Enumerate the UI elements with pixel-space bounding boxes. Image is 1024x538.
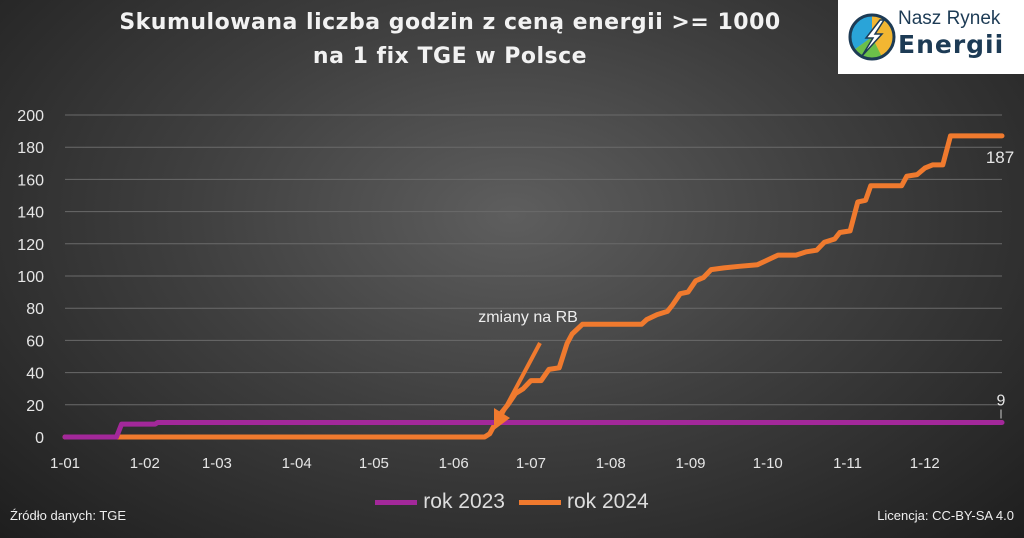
- x-tick-label: 1-05: [359, 455, 389, 472]
- annotation-arrow: [498, 342, 542, 419]
- y-tick-label: 40: [26, 366, 44, 383]
- legend-swatch: [519, 499, 561, 505]
- x-tick-label: 1-09: [676, 455, 706, 472]
- annotation-arrowhead: [494, 408, 510, 430]
- end-label-2023: 9: [997, 393, 1006, 410]
- y-tick-label: 100: [17, 269, 44, 286]
- legend: rok 2023 rok 2024: [0, 490, 1024, 514]
- source-note: Źródło danych: TGE: [10, 508, 127, 523]
- series-line-rok-2024: [62, 133, 1005, 440]
- x-tick-label: 1-12: [910, 455, 940, 472]
- series-line-rok-2023: [62, 420, 1005, 440]
- title-line-1: Skumulowana liczba godzin z ceną energii…: [119, 10, 781, 35]
- y-tick-label: 140: [17, 205, 44, 222]
- legend-label: rok 2024: [567, 490, 649, 513]
- logo: Nasz Rynek Energii: [838, 0, 1024, 74]
- legend-swatch: [375, 499, 418, 505]
- x-tick-label: 1-08: [596, 455, 626, 472]
- y-tick-label: 120: [17, 237, 44, 254]
- end-label-2024: 187: [986, 148, 1014, 167]
- logo-text-1: Nasz Rynek: [898, 8, 1001, 29]
- x-tick-label: 1-01: [50, 455, 80, 472]
- annotation-label: zmiany na RB: [478, 309, 578, 326]
- title-line-2: na 1 fix TGE w Polsce: [312, 44, 588, 69]
- y-tick-label: 60: [26, 333, 44, 350]
- lightning-globe-icon: [848, 13, 896, 61]
- x-tick-label: 1-02: [130, 455, 160, 472]
- legend-label: rok 2023: [423, 490, 505, 513]
- license-note: Licencja: CC-BY-SA 4.0: [877, 508, 1014, 523]
- x-tick-label: 1-04: [282, 455, 312, 472]
- x-tick-label: 1-10: [753, 455, 783, 472]
- logo-text-2: Energii: [898, 30, 1005, 59]
- x-tick-label: 1-11: [833, 455, 862, 472]
- y-tick-label: 80: [26, 301, 44, 318]
- x-tick-label: 1-07: [516, 455, 546, 472]
- legend-item-2024: rok 2024: [519, 490, 649, 514]
- y-tick-label: 200: [17, 108, 44, 125]
- y-tick-label: 180: [17, 140, 44, 157]
- y-tick-label: 160: [17, 172, 44, 189]
- x-tick-label: 1-03: [202, 455, 232, 472]
- legend-item-2023: rok 2023: [375, 490, 505, 514]
- chart-title: Skumulowana liczba godzin z ceną energii…: [60, 6, 840, 74]
- y-tick-label: 20: [26, 398, 44, 415]
- x-tick-label: 1-06: [439, 455, 469, 472]
- y-tick-label: 0: [35, 430, 44, 447]
